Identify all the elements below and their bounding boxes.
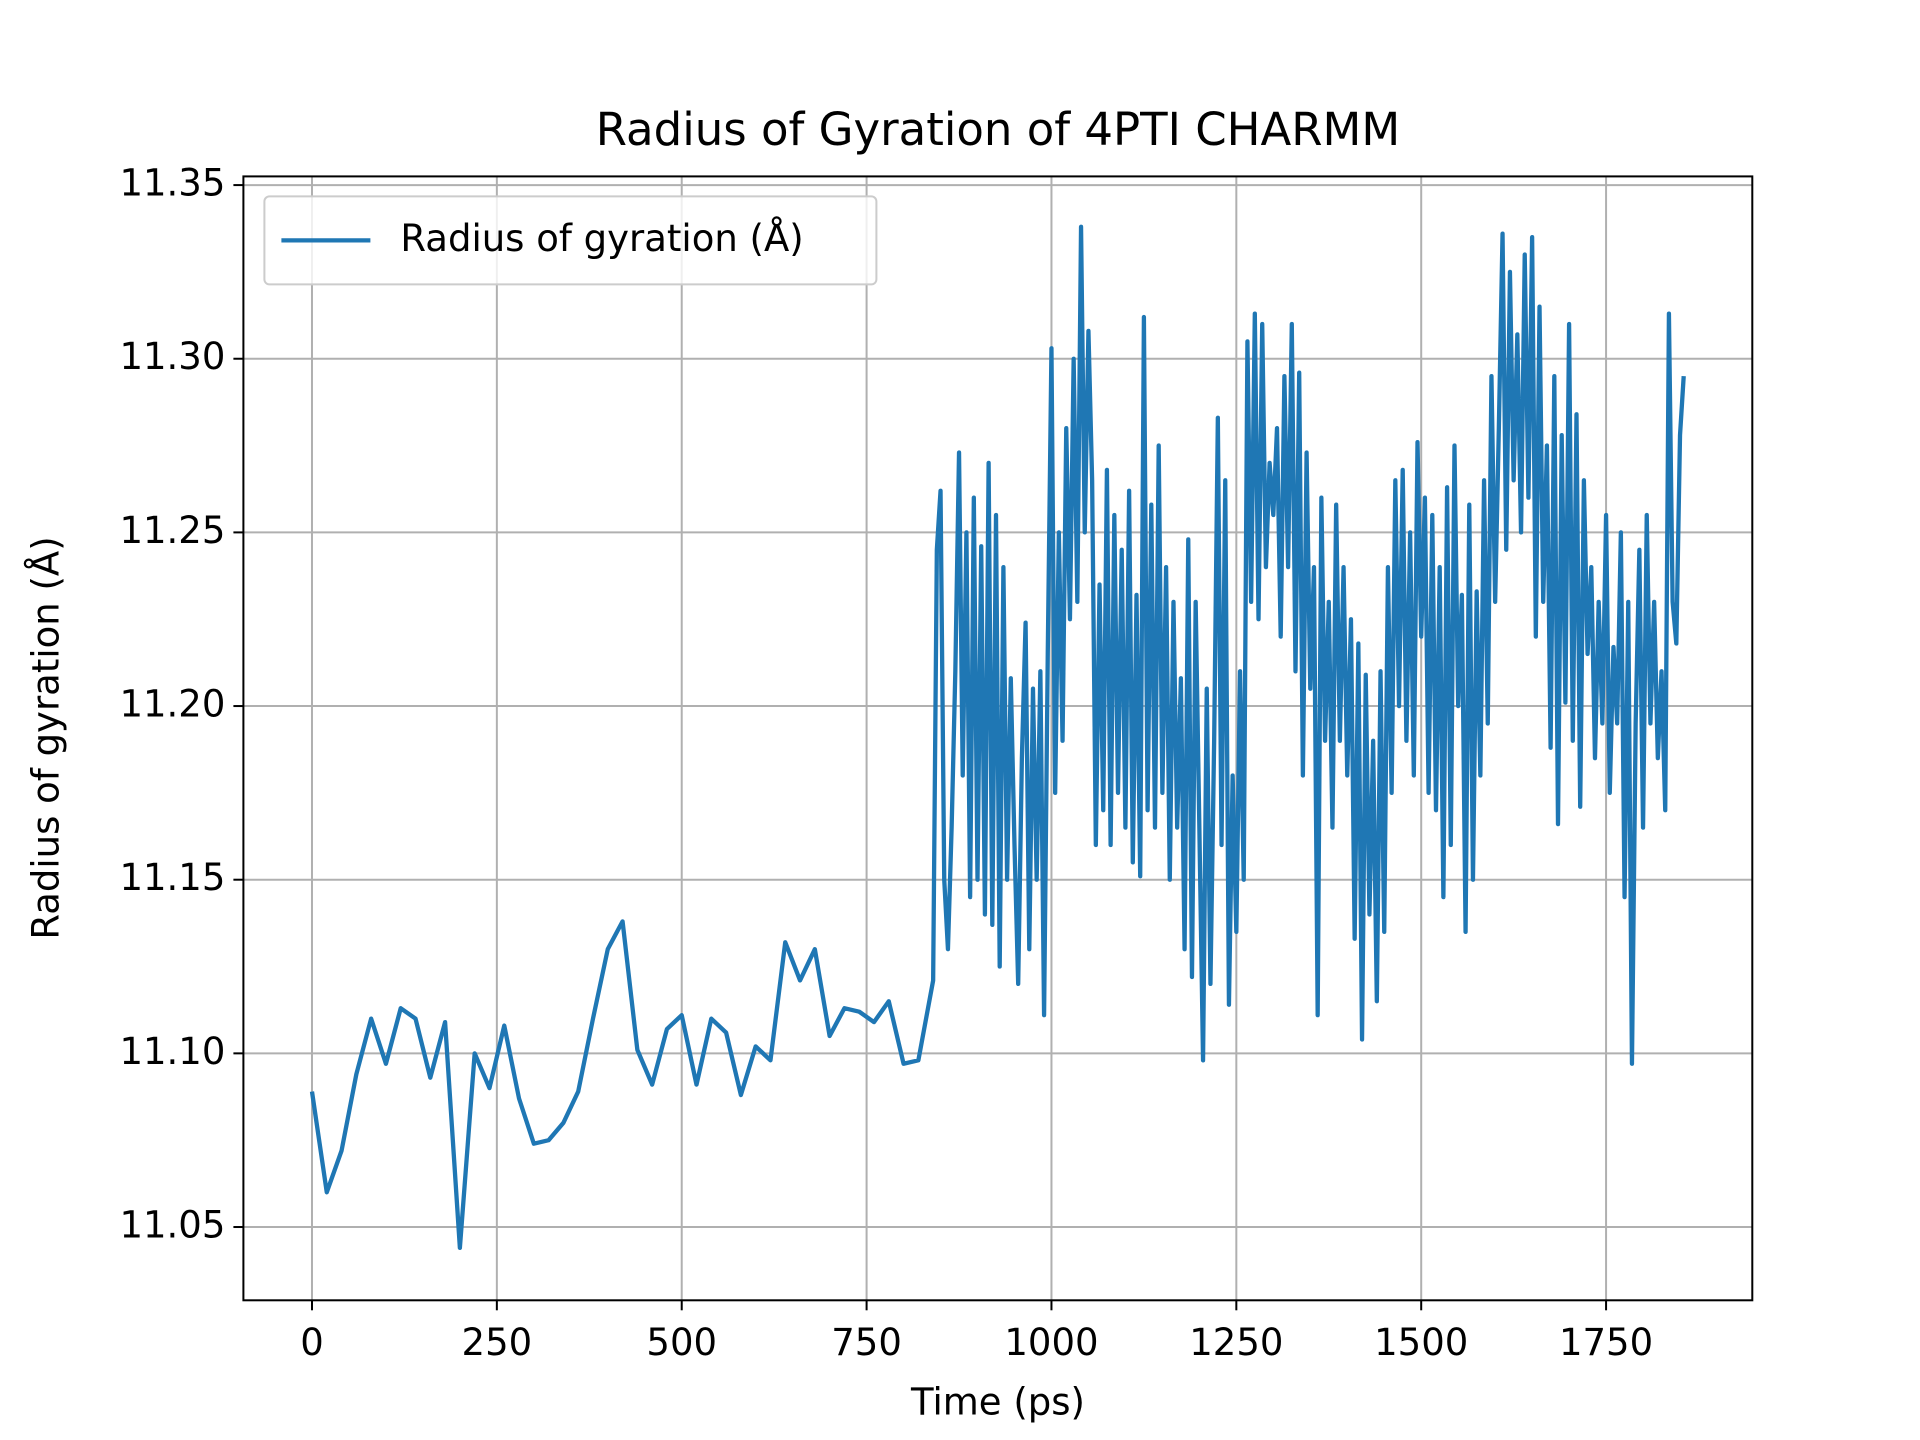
y-tick-label: 11.35 (119, 162, 225, 205)
legend-label: Radius of gyration (Å) (400, 216, 803, 260)
y-tick-label: 11.10 (119, 1030, 225, 1073)
y-axis-label: Radius of gyration (Å) (24, 536, 68, 939)
x-tick-label: 750 (831, 1321, 902, 1364)
axes-frame (242, 175, 1754, 1302)
x-tick-label: 500 (646, 1321, 717, 1364)
chart-title: Radius of Gyration of 4PTI CHARMM (596, 103, 1400, 156)
y-tick-label: 11.05 (119, 1204, 225, 1247)
legend-box (263, 195, 878, 286)
x-tick-label: 0 (300, 1321, 324, 1364)
x-tick-label: 250 (462, 1321, 533, 1364)
y-tick-label: 11.15 (119, 856, 225, 899)
y-tick-label: 11.30 (119, 335, 225, 378)
x-tick-label: 1500 (1374, 1321, 1468, 1364)
data-line (309, 224, 1686, 1251)
y-tick-label: 11.25 (119, 509, 225, 552)
x-tick-label: 1000 (1004, 1321, 1098, 1364)
y-tick-label: 11.20 (119, 683, 225, 726)
x-tick-label: 1250 (1189, 1321, 1283, 1364)
x-tick-label: 1750 (1559, 1321, 1653, 1364)
x-axis-label: Time (ps) (910, 1381, 1085, 1424)
